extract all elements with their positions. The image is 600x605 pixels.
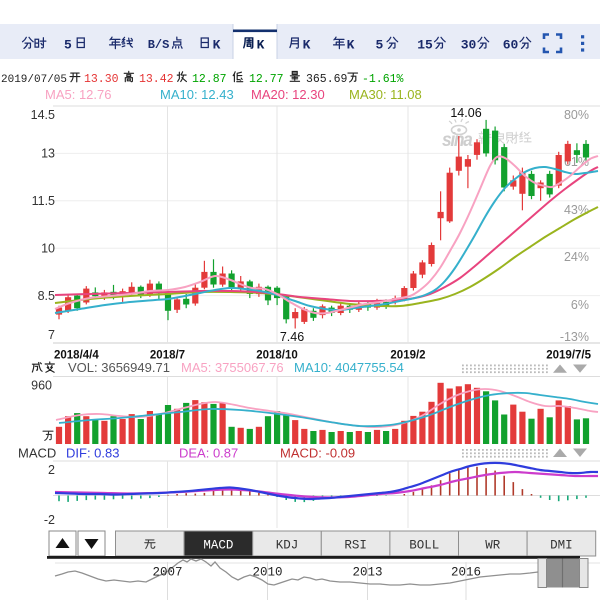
svg-text:BOLL: BOLL [409,539,439,553]
svg-text:2019/07/05: 2019/07/05 [1,74,67,86]
svg-text:DEA: 0.87: DEA: 0.87 [179,446,238,461]
svg-text:K: K [257,38,265,53]
svg-text:K: K [303,38,311,53]
svg-text:2018/10: 2018/10 [256,350,298,362]
svg-text:365.69: 365.69 [306,73,348,86]
svg-text:K: K [213,38,221,53]
svg-text:-1.61%: -1.61% [362,73,404,86]
svg-text:2018/4/4: 2018/4/4 [54,350,99,362]
svg-text:11.5: 11.5 [32,194,55,208]
svg-text:12.77: 12.77 [249,73,284,86]
svg-text:13.30: 13.30 [84,73,119,86]
svg-text:960: 960 [31,379,52,393]
svg-text:MA30: 11.08: MA30: 11.08 [349,87,422,102]
svg-text:DMI: DMI [550,539,573,553]
svg-text:KDJ: KDJ [276,539,299,553]
svg-text:MA5: 12.76: MA5: 12.76 [45,87,112,102]
svg-text:2007: 2007 [152,566,182,580]
svg-text:RSI: RSI [344,539,367,553]
svg-text:5: 5 [375,38,383,53]
svg-text:2019/7/5: 2019/7/5 [546,350,591,362]
svg-text:15: 15 [417,38,433,53]
svg-text:10: 10 [41,241,55,255]
svg-text:12.87: 12.87 [192,73,227,86]
svg-text:13.42: 13.42 [139,73,174,86]
svg-text:MA10: 4047755.54: MA10: 4047755.54 [294,360,404,375]
svg-text:MACD: MACD [203,539,233,553]
svg-text:14.5: 14.5 [31,108,55,122]
svg-text:7: 7 [48,328,55,342]
svg-text:sina: sina [442,128,473,150]
svg-text:MA10: 12.43: MA10: 12.43 [160,87,234,102]
svg-text:2010: 2010 [252,566,282,580]
svg-text:MA20: 12.30: MA20: 12.30 [251,87,325,102]
svg-text:24%: 24% [564,250,589,264]
svg-text:DIF: 0.83: DIF: 0.83 [66,446,119,461]
svg-text:13: 13 [41,147,55,161]
svg-text:14.06: 14.06 [450,106,481,120]
svg-text:7.46: 7.46 [280,330,304,344]
svg-text:30: 30 [461,38,477,53]
svg-text:8.5: 8.5 [38,289,55,303]
svg-text:60: 60 [503,38,519,53]
svg-text:MA5: 3755067.76: MA5: 3755067.76 [181,360,284,375]
svg-text:2: 2 [48,463,55,477]
svg-text:K: K [347,38,355,53]
svg-text:6%: 6% [571,298,589,312]
svg-text:43%: 43% [564,203,589,217]
svg-text:B/S: B/S [148,38,170,52]
svg-text:80%: 80% [564,108,589,122]
svg-text:2016: 2016 [451,566,481,580]
svg-text:-2: -2 [44,513,55,527]
svg-text:VOL: 3656949.71: VOL: 3656949.71 [68,360,170,375]
svg-text:MACD: MACD [18,446,56,461]
svg-text:5: 5 [64,38,72,53]
svg-text:2018/7: 2018/7 [150,350,185,362]
svg-text:WR: WR [485,539,501,553]
svg-text:-13%: -13% [560,330,589,344]
svg-text:2013: 2013 [352,566,382,580]
svg-text:2019/2: 2019/2 [390,350,425,362]
svg-text:MACD: -0.09: MACD: -0.09 [280,446,355,461]
